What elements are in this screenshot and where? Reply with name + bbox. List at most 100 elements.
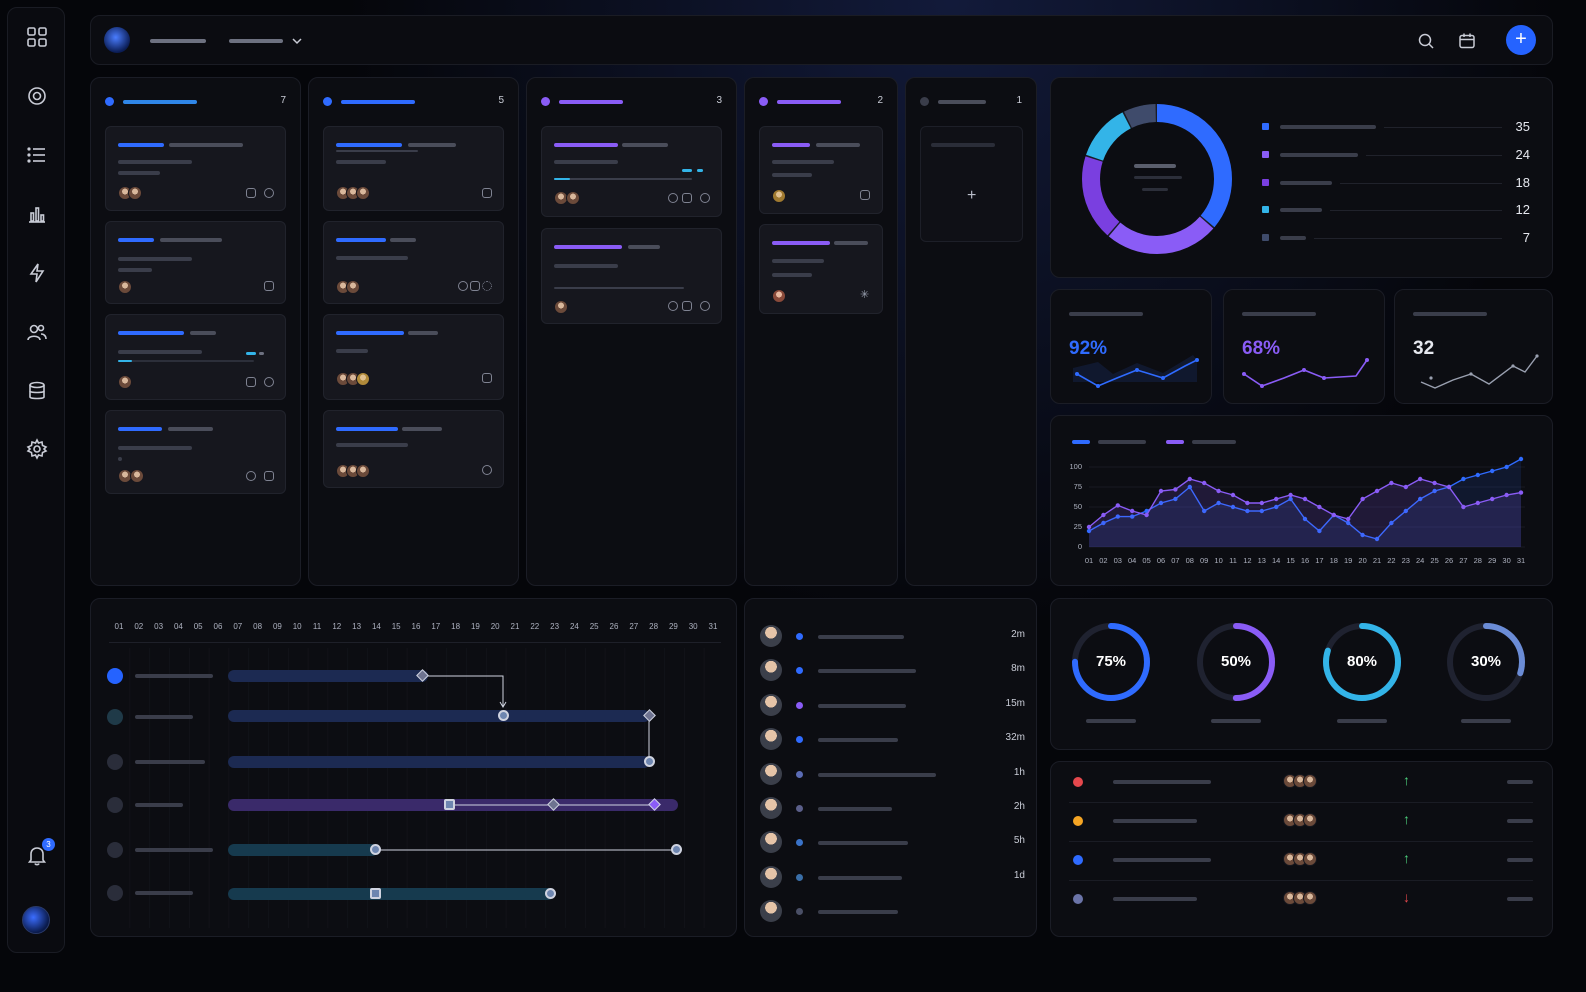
avatar[interactable] xyxy=(22,906,50,934)
data-point[interactable] xyxy=(1259,508,1264,514)
search-icon[interactable] xyxy=(1417,32,1435,50)
plus-icon[interactable]: + xyxy=(967,187,977,204)
table-row[interactable]: ↑ xyxy=(1069,811,1533,842)
attachment-icon[interactable] xyxy=(458,281,468,291)
data-point[interactable] xyxy=(1302,496,1308,502)
task-card[interactable] xyxy=(541,228,722,324)
task-card[interactable]: ✳ xyxy=(759,224,883,314)
logo[interactable] xyxy=(104,27,130,53)
data-point[interactable] xyxy=(1230,504,1236,510)
bell-icon[interactable] xyxy=(26,844,48,866)
kpi-card[interactable]: 92% xyxy=(1050,289,1212,404)
donut-segment[interactable] xyxy=(1082,104,1232,254)
dependency-knob[interactable] xyxy=(370,844,381,855)
data-point[interactable] xyxy=(1432,480,1437,486)
kpi-card[interactable]: 32 xyxy=(1394,289,1553,404)
data-point[interactable] xyxy=(1374,488,1380,494)
users-icon[interactable] xyxy=(26,321,48,343)
grid-icon[interactable] xyxy=(26,26,48,48)
data-point[interactable] xyxy=(1245,508,1250,514)
data-point[interactable] xyxy=(1403,508,1408,514)
data-point[interactable] xyxy=(1288,496,1293,502)
dependency-knob[interactable] xyxy=(644,756,655,767)
lightning-icon[interactable] xyxy=(26,262,48,284)
activity-item[interactable]: 5h xyxy=(760,831,1025,855)
data-point[interactable] xyxy=(1130,508,1135,514)
data-point[interactable] xyxy=(1274,496,1279,502)
attachment-icon[interactable] xyxy=(700,193,710,203)
attachment-icon[interactable] xyxy=(264,188,274,198)
comment-icon[interactable] xyxy=(682,301,692,311)
table-row[interactable]: ↑ xyxy=(1069,850,1533,881)
activity-item[interactable]: 1d xyxy=(760,865,1025,890)
progress-ring[interactable]: 80% xyxy=(1320,620,1404,704)
comment-icon[interactable] xyxy=(264,281,274,291)
data-point[interactable] xyxy=(1432,488,1437,494)
data-point[interactable] xyxy=(1302,516,1308,522)
data-point[interactable] xyxy=(1259,500,1264,506)
data-point[interactable] xyxy=(1130,514,1135,519)
progress-ring[interactable]: 30% xyxy=(1444,620,1528,704)
activity-item[interactable]: 8m xyxy=(760,659,1025,683)
comment-icon[interactable] xyxy=(470,281,480,291)
attachment-icon[interactable] xyxy=(668,301,678,311)
data-point[interactable] xyxy=(1288,492,1293,498)
data-point[interactable] xyxy=(1360,532,1365,538)
table-row[interactable]: ↑ xyxy=(1069,772,1533,803)
donut-segment[interactable] xyxy=(1082,104,1232,254)
dependency-knob[interactable] xyxy=(671,844,682,855)
dependency-knob[interactable] xyxy=(498,710,509,721)
data-point[interactable] xyxy=(1158,500,1164,506)
calendar-icon[interactable] xyxy=(1458,32,1476,50)
add-card-placeholder[interactable]: + xyxy=(920,126,1023,242)
comment-icon[interactable] xyxy=(682,193,692,203)
target-icon[interactable] xyxy=(26,85,48,107)
data-point[interactable] xyxy=(1202,508,1207,514)
comment-icon[interactable] xyxy=(246,377,256,387)
task-card[interactable] xyxy=(105,314,286,400)
data-point[interactable] xyxy=(1158,488,1164,494)
comment-icon[interactable] xyxy=(860,190,870,200)
chevron-down-icon[interactable] xyxy=(291,35,303,47)
task-card[interactable] xyxy=(105,126,286,211)
attachment-icon[interactable] xyxy=(668,193,678,203)
progress-ring[interactable]: 75% xyxy=(1069,620,1153,704)
data-point[interactable] xyxy=(1230,492,1236,498)
data-point[interactable] xyxy=(1202,480,1207,486)
add-button[interactable]: + xyxy=(1506,25,1536,55)
progress-ring[interactable]: 50% xyxy=(1194,620,1278,704)
data-point[interactable] xyxy=(1216,488,1221,494)
task-card[interactable] xyxy=(323,314,504,400)
data-point[interactable] xyxy=(1216,500,1221,506)
data-point[interactable] xyxy=(1346,520,1351,526)
project-selector[interactable] xyxy=(229,39,283,43)
drag-handle[interactable] xyxy=(444,799,455,810)
task-card[interactable] xyxy=(541,126,722,217)
data-point[interactable] xyxy=(1518,490,1524,495)
breadcrumb[interactable] xyxy=(150,39,206,43)
comment-icon[interactable] xyxy=(482,188,492,198)
task-card[interactable] xyxy=(323,410,504,488)
data-point[interactable] xyxy=(1461,504,1466,510)
attachment-icon[interactable] xyxy=(700,301,710,311)
activity-item[interactable] xyxy=(760,900,1025,924)
data-point[interactable] xyxy=(1173,496,1178,502)
activity-item[interactable]: 32m xyxy=(760,728,1025,752)
comment-icon[interactable] xyxy=(246,188,256,198)
attachment-icon[interactable] xyxy=(482,465,492,475)
data-point[interactable] xyxy=(1245,500,1250,506)
task-card[interactable] xyxy=(105,221,286,304)
data-point[interactable] xyxy=(1173,487,1178,492)
kpi-card[interactable]: 68% xyxy=(1223,289,1385,404)
data-point[interactable] xyxy=(1187,476,1192,482)
data-point[interactable] xyxy=(1274,504,1279,510)
data-point[interactable] xyxy=(1086,528,1092,534)
activity-item[interactable]: 2h xyxy=(760,797,1025,821)
data-point[interactable] xyxy=(1115,514,1120,519)
data-point[interactable] xyxy=(1317,528,1322,534)
donut-segment[interactable] xyxy=(1082,104,1232,254)
table-row[interactable]: ↓ xyxy=(1073,889,1533,911)
data-point[interactable] xyxy=(1086,524,1092,530)
dependency-knob[interactable] xyxy=(545,888,556,899)
data-point[interactable] xyxy=(1101,512,1106,518)
